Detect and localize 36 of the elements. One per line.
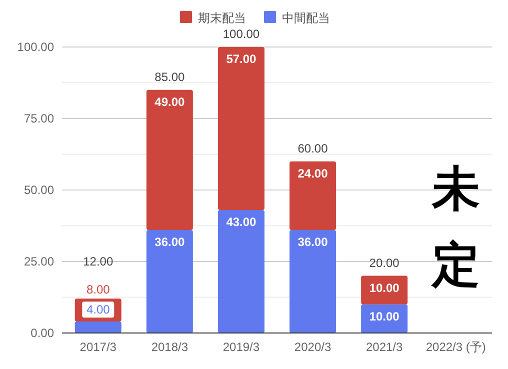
bar xyxy=(218,47,264,210)
y-tick-label: 100.00 xyxy=(17,40,54,54)
y-tick-label: 25.00 xyxy=(24,254,54,268)
data-label: 36.00 xyxy=(298,235,328,250)
legend-label: 中間配当 xyxy=(282,11,330,25)
bar xyxy=(146,90,193,230)
x-tick-label: 2022/3 (予) xyxy=(426,340,486,354)
data-label: 49.00 xyxy=(154,94,186,109)
x-tick-label: 2021/3 xyxy=(366,340,403,354)
x-tick-label: 2017/3 xyxy=(80,340,117,354)
data-label: 10.00 xyxy=(369,309,400,324)
data-label: 10.00 xyxy=(369,280,400,295)
data-label: 24.00 xyxy=(298,166,328,180)
bar xyxy=(146,230,193,333)
data-label: 43.00 xyxy=(226,215,257,230)
y-tick-label: 50.00 xyxy=(24,183,54,197)
total-label: 12.00 xyxy=(83,254,114,269)
y-tick-label: 75.00 xyxy=(24,112,54,126)
y-tick-label: 0.00 xyxy=(30,326,54,340)
bar xyxy=(290,161,336,230)
total-label: 20.00 xyxy=(369,256,400,270)
data-label: 57.00 xyxy=(226,52,257,66)
data-label: 36.00 xyxy=(154,235,186,250)
total-label: 60.00 xyxy=(298,141,328,156)
x-tick-label: 2018/3 xyxy=(151,340,188,354)
x-tick-label: 2019/3 xyxy=(222,340,260,354)
annotation: 未定 xyxy=(430,161,480,293)
x-tick-label: 2020/3 xyxy=(294,340,332,354)
legend-label: 期末配当 xyxy=(198,11,246,25)
data-label: 8.00 xyxy=(86,282,110,297)
total-label: 100.00 xyxy=(222,27,260,41)
bar xyxy=(74,322,122,333)
bar xyxy=(218,210,264,333)
total-label: 85.00 xyxy=(154,70,186,84)
bar xyxy=(290,230,336,333)
data-label: 4.00 xyxy=(86,302,110,317)
